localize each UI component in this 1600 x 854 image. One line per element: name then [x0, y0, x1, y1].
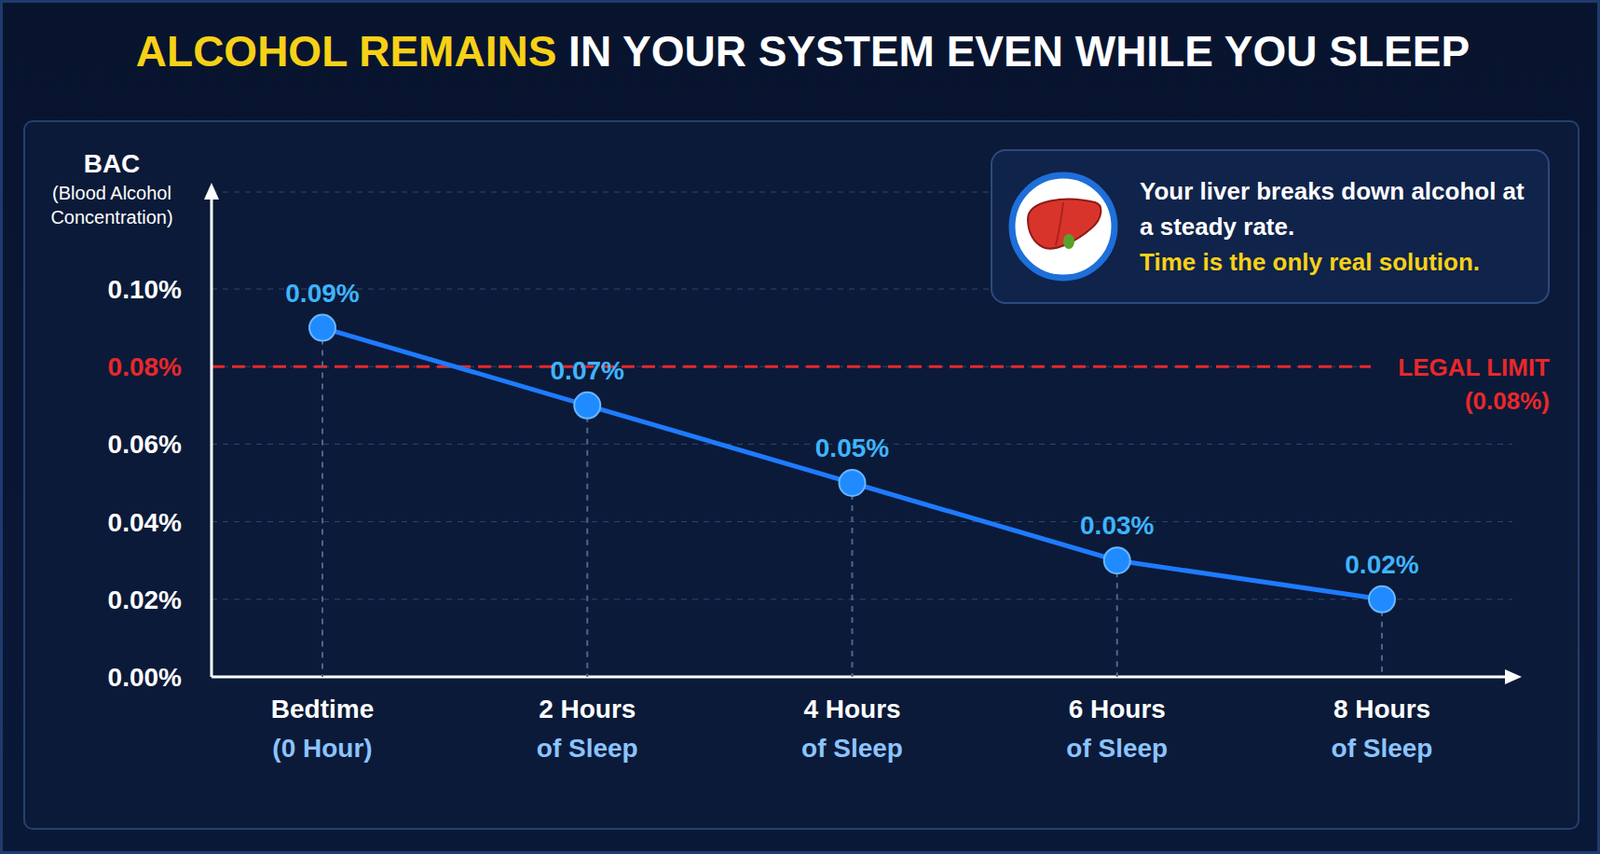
html-text:Your liver breaks down alcohol: Your liver breaks down alcohol at a stea… [1139, 177, 1525, 241]
svg-text:of Sleep: of Sleep [801, 733, 903, 763]
svg-text:0.09%: 0.09% [285, 278, 359, 308]
svg-text:0.03%: 0.03% [1080, 510, 1154, 540]
html-text:BAC: BAC [83, 149, 141, 178]
svg-text:of Sleep: of Sleep [1066, 733, 1168, 763]
svg-text:0.08%: 0.08% [108, 352, 182, 382]
html-text:Concentration): Concentration) [50, 206, 173, 228]
svg-text:0.06%: 0.06% [108, 429, 182, 459]
svg-text:0.10%: 0.10% [108, 274, 182, 304]
svg-text:(0.08%): (0.08%) [1464, 386, 1550, 415]
svg-text:(0 Hour): (0 Hour) [272, 733, 372, 763]
svg-text:4 Hours: 4 Hours [803, 694, 901, 724]
svg-text:0.02%: 0.02% [108, 585, 182, 615]
svg-text:0.07%: 0.07% [550, 355, 625, 385]
svg-text:0.05%: 0.05% [815, 433, 889, 463]
html-text:ALCOHOL REMAINS IN YOUR SYSTEM: ALCOHOL REMAINS IN YOUR SYSTEM EVEN WHIL… [135, 27, 1470, 76]
svg-text:0.02%: 0.02% [1344, 549, 1419, 579]
html-text:(Blood Alcohol: (Blood Alcohol [52, 182, 172, 204]
svg-text:0.00%: 0.00% [108, 662, 182, 692]
svg-text:of Sleep: of Sleep [536, 733, 639, 763]
html-text:Time is the only real solution: Time is the only real solution. [1139, 247, 1480, 276]
svg-text:LEGAL LIMIT: LEGAL LIMIT [1397, 353, 1550, 382]
svg-text:Bedtime: Bedtime [271, 694, 374, 724]
svg-text:8 Hours: 8 Hours [1333, 694, 1431, 724]
svg-text:of Sleep: of Sleep [1331, 733, 1434, 763]
svg-text:6 Hours: 6 Hours [1068, 694, 1166, 724]
svg-text:2 Hours: 2 Hours [538, 694, 636, 724]
svg-text:0.04%: 0.04% [108, 507, 182, 537]
